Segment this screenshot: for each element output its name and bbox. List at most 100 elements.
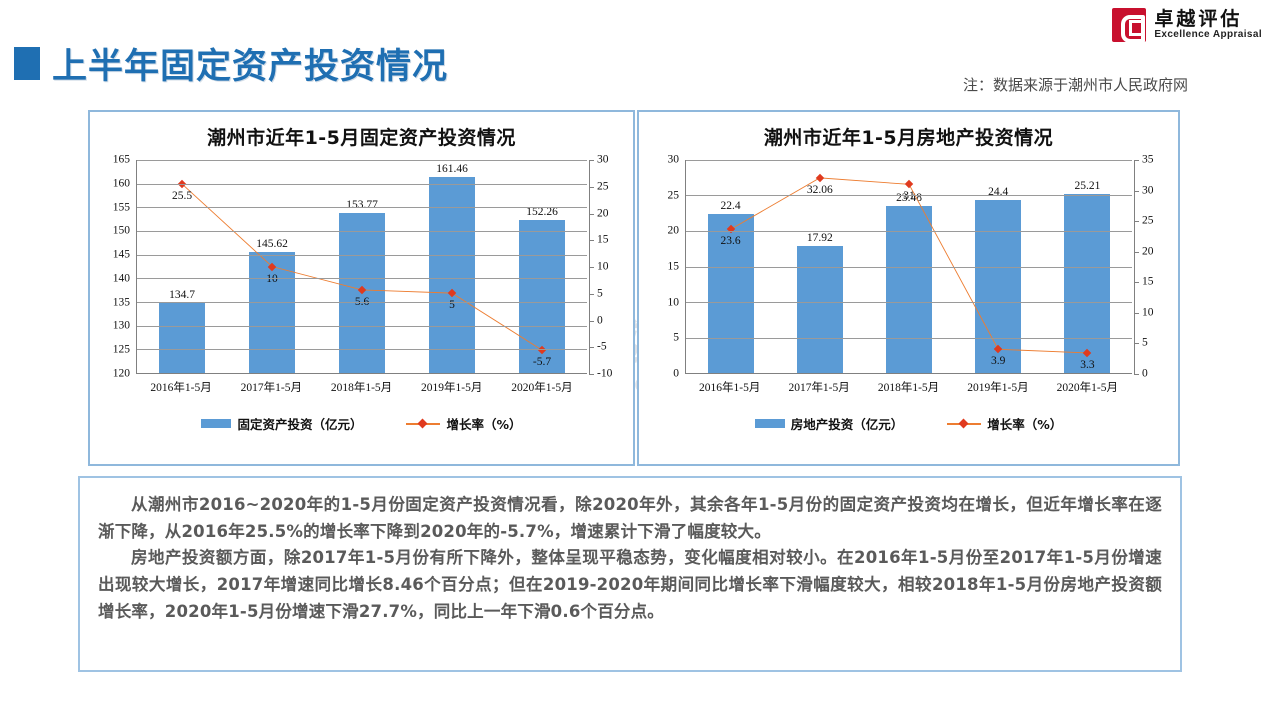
line-value-label: 5.6 (354, 295, 370, 308)
x-tick-label: 2017年1-5月 (240, 382, 302, 394)
y2-tick-label: 25 (597, 180, 609, 192)
data-source-note: 注：数据来源于潮州市人民政府网 (962, 76, 1188, 94)
y2-tick-mark (1134, 312, 1139, 314)
line-path (731, 178, 1088, 353)
slide-header: 上半年固定资产投资情况 (14, 38, 448, 89)
y2-tick-label: -5 (597, 340, 607, 353)
line-value-label: 25.5 (171, 189, 193, 202)
x-tick-label: 2018年1-5月 (877, 382, 940, 394)
bar-value-label: 17.92 (806, 231, 833, 244)
gridline (137, 254, 587, 256)
brand-logo: 卓越评估 Excellence Appraisal (1112, 7, 1262, 43)
y-tick-label: 130 (112, 319, 130, 332)
bar (707, 213, 754, 373)
plot-area-right: 30 25 20 15 10 5 0 35 30 25 20 15 10 5 0 22.4 17.92 23.… (647, 154, 1170, 398)
y-tick-label: 20 (667, 224, 680, 237)
line-value-label: 23.6 (720, 235, 741, 248)
x-tick-label: 2020年1-5月 (511, 382, 573, 394)
legend-line-swatch-icon (947, 419, 982, 429)
y-tick-label: 5 (673, 331, 679, 344)
y-tick-label: 0 (673, 367, 679, 380)
chart-title-left: 潮州市近年1-5月固定资产投资情况 (207, 127, 516, 149)
y-tick-label: 120 (112, 367, 130, 380)
bar-slot: 24.4 (954, 160, 1043, 373)
bar-series-left: 134.7 145.62 153.77 161.46 152.26 (137, 160, 587, 373)
y2-tick-label: 20 (1142, 244, 1154, 257)
y2-tick-mark (589, 320, 594, 322)
y2-tick-mark (1134, 190, 1139, 192)
gridline (686, 337, 1132, 339)
legend-bar-label-right: 房地产投资（亿元） (790, 417, 904, 432)
bar-value-label: 134.7 (169, 289, 195, 302)
legend-item-line-left: 增长率（%） (406, 414, 522, 433)
plot-canvas-right: 22.4 17.92 23.48 24.4 25.21 23.6 32.06 31 3.9 3.… (685, 160, 1132, 374)
legend-bar-swatch-icon (201, 419, 232, 428)
y2-tick-label: 10 (1142, 306, 1154, 319)
plot-area-left: 165 160 155 150 145 140 135 130 125 120 30 25 20 15 1… (98, 154, 625, 398)
gridline (137, 207, 587, 209)
bar-value-label: 152.26 (526, 206, 558, 219)
legend-item-bar-right: 房地产投资（亿元） (754, 414, 904, 433)
chart-title-right: 潮州市近年1-5月房地产投资情况 (763, 127, 1054, 149)
bar (249, 251, 295, 373)
bar-slot: 145.62 (227, 160, 317, 373)
bar-slot: 25.21 (1043, 160, 1132, 373)
y2-tick-label: 5 (597, 287, 603, 299)
commentary-paragraph-2: 房地产投资额方面，除2017年1-5月份有所下降外，整体呈现平稳态势，变化幅度相… (98, 548, 1162, 621)
y2-tick-label: 25 (1142, 214, 1154, 227)
y2-tick-mark (589, 347, 594, 349)
x-tick-label: 2019年1-5月 (967, 382, 1029, 394)
legend-right: 房地产投资（亿元） 增长率（%） (639, 414, 1178, 433)
legend-line-label-right: 增长率（%） (987, 417, 1063, 432)
bar-value-label: 161.46 (436, 162, 468, 175)
y2-tick-mark (589, 213, 594, 215)
bar-value-label: 22.4 (720, 199, 741, 212)
gridline (686, 230, 1132, 232)
y-tick-label: 25 (667, 188, 680, 201)
y2-tick-label: 15 (597, 233, 609, 246)
y2-tick-mark (589, 374, 594, 375)
y2-tick-label: 5 (1142, 336, 1148, 349)
gridline (686, 266, 1132, 268)
bar (975, 199, 1022, 373)
legend-line-swatch-icon (406, 419, 441, 429)
logo-name-cn: 卓越评估 (1154, 7, 1243, 30)
y-tick-label: 15 (667, 260, 680, 273)
y2-tick-mark (589, 267, 594, 268)
commentary-panel: 从潮州市2016~2020年的1-5月份固定资产投资情况看，除2020年外，其余… (78, 476, 1182, 672)
y2-tick-mark (589, 293, 594, 295)
y2-tick-mark (1134, 251, 1139, 253)
y2-tick-mark (589, 160, 594, 161)
y2-tick-label: 15 (1142, 275, 1154, 288)
y2-tick-mark (1134, 160, 1139, 161)
y2-tick-mark (1134, 374, 1139, 375)
y-tick-label: 140 (112, 272, 130, 285)
gridline (686, 195, 1132, 197)
y2-tick-mark (1134, 221, 1139, 223)
chart-panel-real-estate: 潮州市近年1-5月房地产投资情况 30 25 20 15 10 5 0 35 30 25 20 15… (637, 110, 1180, 466)
x-axis-right: 2016年1-5月 2017年1-5月 2018年1-5月 2019年1-5月 2020… (685, 376, 1132, 398)
bar (1064, 194, 1111, 373)
line-value-label: -5.7 (532, 356, 552, 369)
y2-tick-label: 0 (1142, 367, 1148, 380)
y-tick-label: 10 (667, 295, 680, 308)
gridline (137, 301, 587, 303)
y-tick-label: 165 (112, 153, 130, 166)
page-title: 上半年固定资产投资情况 (52, 47, 449, 87)
x-tick-label: 2019年1-5月 (421, 382, 483, 394)
y2-tick-label: 20 (597, 206, 609, 219)
line-value-label: 3.3 (1080, 358, 1095, 371)
x-tick-label: 2018年1-5月 (330, 382, 393, 394)
y-tick-label: 160 (112, 177, 130, 190)
legend-item-bar-left: 固定资产投资（亿元） (201, 414, 362, 433)
y2-tick-label: 0 (597, 313, 603, 326)
y-axis-left-secondary: 30 25 20 15 10 5 0 -5 -10 (589, 154, 625, 379)
title-accent-bar (14, 47, 40, 80)
bar-slot: 23.48 (864, 160, 953, 373)
legend-bar-label-left: 固定资产投资（亿元） (237, 417, 363, 432)
bar (429, 176, 475, 373)
legend-item-line-right: 增长率（%） (947, 414, 1062, 433)
y2-tick-mark (589, 186, 594, 188)
gridline (686, 301, 1132, 303)
